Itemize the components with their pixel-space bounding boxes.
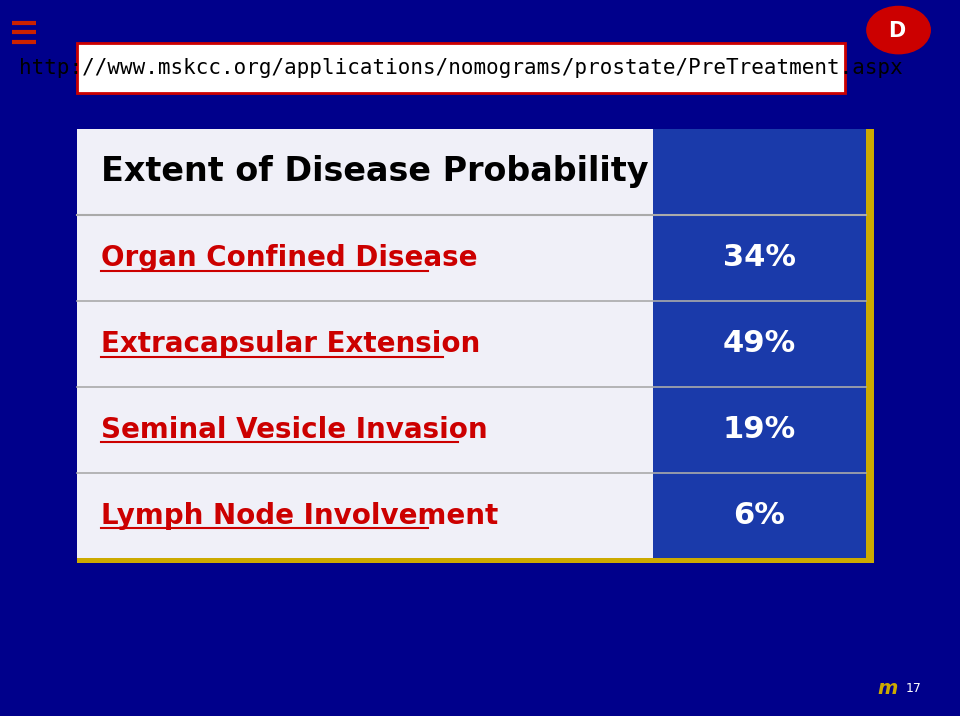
- Text: 6%: 6%: [733, 501, 785, 530]
- Text: m: m: [877, 679, 899, 698]
- Text: Organ Confined Disease: Organ Confined Disease: [101, 243, 477, 272]
- FancyBboxPatch shape: [77, 558, 874, 563]
- Text: Extent of Disease Probability: Extent of Disease Probability: [101, 155, 648, 188]
- Text: Extracapsular Extension: Extracapsular Extension: [101, 329, 480, 358]
- FancyBboxPatch shape: [653, 129, 866, 558]
- Text: 17: 17: [906, 682, 922, 695]
- Text: Organ Confined Disease: Organ Confined Disease: [0, 715, 1, 716]
- Circle shape: [867, 6, 930, 54]
- Text: Seminal Vesicle Invasion: Seminal Vesicle Invasion: [101, 415, 488, 444]
- Text: Lymph Node Involvement: Lymph Node Involvement: [0, 715, 1, 716]
- Text: 34%: 34%: [723, 243, 796, 272]
- Text: D: D: [888, 21, 905, 41]
- FancyBboxPatch shape: [866, 129, 874, 558]
- Text: http://www.mskcc.org/applications/nomograms/prostate/PreTreatment.aspx: http://www.mskcc.org/applications/nomogr…: [19, 58, 902, 78]
- FancyBboxPatch shape: [77, 129, 874, 558]
- Text: Extracapsular Extension: Extracapsular Extension: [0, 715, 1, 716]
- Text: 49%: 49%: [723, 329, 796, 358]
- FancyBboxPatch shape: [77, 43, 845, 93]
- Text: 19%: 19%: [723, 415, 796, 444]
- Text: Seminal Vesicle Invasion: Seminal Vesicle Invasion: [0, 715, 1, 716]
- Text: Lymph Node Involvement: Lymph Node Involvement: [101, 501, 498, 530]
